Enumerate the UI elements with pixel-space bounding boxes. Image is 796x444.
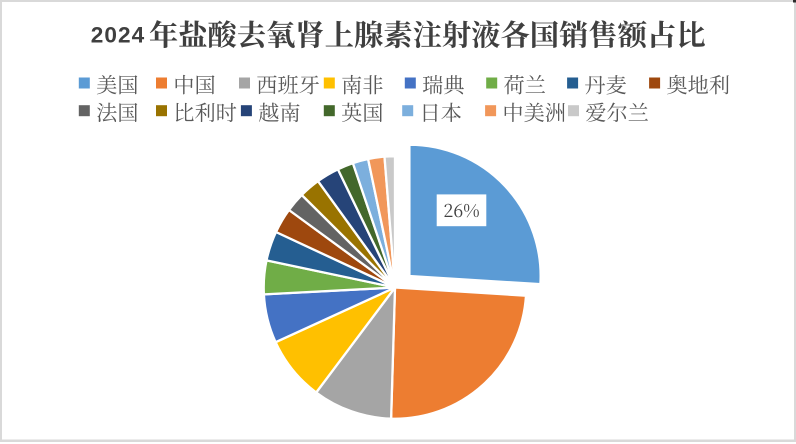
svg-text:2024: 2024	[91, 22, 146, 47]
